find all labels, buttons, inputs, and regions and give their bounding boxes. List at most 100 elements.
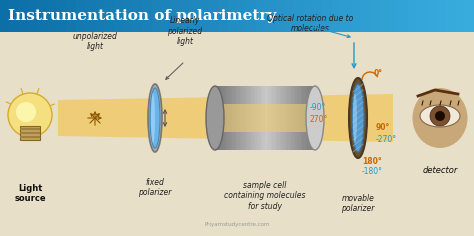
Text: 0°: 0° bbox=[374, 69, 383, 79]
Bar bbox=[284, 0, 295, 32]
Bar bbox=[19, 0, 29, 32]
Circle shape bbox=[435, 111, 445, 121]
Bar bbox=[228, 0, 238, 32]
Bar bbox=[28, 0, 39, 32]
Bar bbox=[66, 0, 77, 32]
Bar bbox=[237, 0, 247, 32]
Bar bbox=[408, 0, 418, 32]
Text: fixed
polarizer: fixed polarizer bbox=[138, 178, 172, 197]
Bar bbox=[246, 0, 257, 32]
Bar bbox=[0, 32, 474, 236]
Bar bbox=[312, 86, 316, 150]
Bar bbox=[20, 126, 40, 140]
Bar bbox=[222, 86, 226, 150]
Bar bbox=[290, 86, 293, 150]
Bar bbox=[215, 104, 315, 132]
Bar bbox=[275, 86, 279, 150]
Bar bbox=[417, 0, 428, 32]
Bar bbox=[38, 0, 48, 32]
Bar bbox=[313, 0, 323, 32]
Bar bbox=[228, 86, 231, 150]
Ellipse shape bbox=[151, 93, 155, 143]
Bar bbox=[267, 86, 271, 150]
Bar bbox=[322, 0, 333, 32]
Bar bbox=[230, 86, 234, 150]
Bar bbox=[398, 0, 409, 32]
Ellipse shape bbox=[206, 86, 224, 150]
Bar bbox=[310, 86, 313, 150]
Bar bbox=[233, 86, 236, 150]
Text: Light
source: Light source bbox=[14, 184, 46, 203]
Text: movable
polarizer: movable polarizer bbox=[341, 194, 374, 213]
Bar bbox=[285, 86, 289, 150]
Bar bbox=[240, 86, 244, 150]
Bar bbox=[104, 0, 115, 32]
Bar bbox=[295, 86, 299, 150]
Text: 270°: 270° bbox=[310, 115, 328, 125]
Bar bbox=[360, 0, 371, 32]
Bar bbox=[123, 0, 134, 32]
Ellipse shape bbox=[412, 88, 467, 148]
Bar bbox=[57, 0, 67, 32]
Bar bbox=[275, 0, 285, 32]
Text: Instrumentation of polarimetry: Instrumentation of polarimetry bbox=[8, 9, 276, 23]
Text: -270°: -270° bbox=[376, 135, 397, 144]
Bar bbox=[0, 0, 10, 32]
Bar bbox=[351, 0, 361, 32]
Circle shape bbox=[8, 93, 52, 137]
Bar bbox=[465, 0, 474, 32]
Bar bbox=[243, 86, 246, 150]
Bar bbox=[280, 86, 283, 150]
Text: -90°: -90° bbox=[310, 104, 326, 113]
Bar bbox=[76, 0, 86, 32]
Bar bbox=[85, 0, 96, 32]
Bar bbox=[199, 0, 210, 32]
Bar bbox=[190, 0, 200, 32]
Ellipse shape bbox=[352, 84, 364, 152]
Text: Linearly
polarized
light: Linearly polarized light bbox=[167, 16, 202, 46]
Bar bbox=[332, 0, 342, 32]
Bar bbox=[218, 0, 228, 32]
Text: Priyamstudycentre.com: Priyamstudycentre.com bbox=[204, 222, 270, 227]
Bar bbox=[283, 86, 286, 150]
Bar bbox=[20, 136, 40, 138]
Bar bbox=[47, 0, 58, 32]
Bar bbox=[270, 86, 273, 150]
Bar bbox=[20, 128, 40, 130]
Text: Optical rotation due to
molecules: Optical rotation due to molecules bbox=[267, 14, 353, 34]
Circle shape bbox=[16, 102, 36, 122]
Bar bbox=[253, 86, 256, 150]
Text: sample cell
containing molecules
for study: sample cell containing molecules for stu… bbox=[224, 181, 306, 211]
Bar bbox=[370, 0, 380, 32]
Bar bbox=[298, 86, 301, 150]
Polygon shape bbox=[58, 94, 393, 142]
Text: unpolarized
light: unpolarized light bbox=[73, 32, 118, 51]
Ellipse shape bbox=[207, 104, 223, 132]
Bar bbox=[237, 86, 241, 150]
Bar bbox=[277, 86, 281, 150]
Text: -180°: -180° bbox=[362, 168, 383, 177]
Bar bbox=[257, 86, 261, 150]
Ellipse shape bbox=[420, 105, 460, 127]
Bar bbox=[142, 0, 153, 32]
Bar bbox=[263, 86, 266, 150]
Bar bbox=[300, 86, 303, 150]
Bar bbox=[218, 86, 221, 150]
Bar bbox=[256, 0, 266, 32]
Bar bbox=[235, 86, 238, 150]
Bar bbox=[288, 86, 291, 150]
Bar bbox=[294, 0, 304, 32]
Bar bbox=[152, 0, 162, 32]
Ellipse shape bbox=[150, 88, 160, 148]
Bar bbox=[215, 86, 219, 150]
Bar bbox=[95, 0, 105, 32]
Bar bbox=[389, 0, 399, 32]
Bar bbox=[171, 0, 181, 32]
Bar bbox=[302, 86, 306, 150]
Bar bbox=[133, 0, 143, 32]
Bar bbox=[427, 0, 437, 32]
Bar bbox=[436, 0, 447, 32]
Bar bbox=[260, 86, 264, 150]
Bar bbox=[303, 0, 314, 32]
Bar bbox=[273, 86, 276, 150]
